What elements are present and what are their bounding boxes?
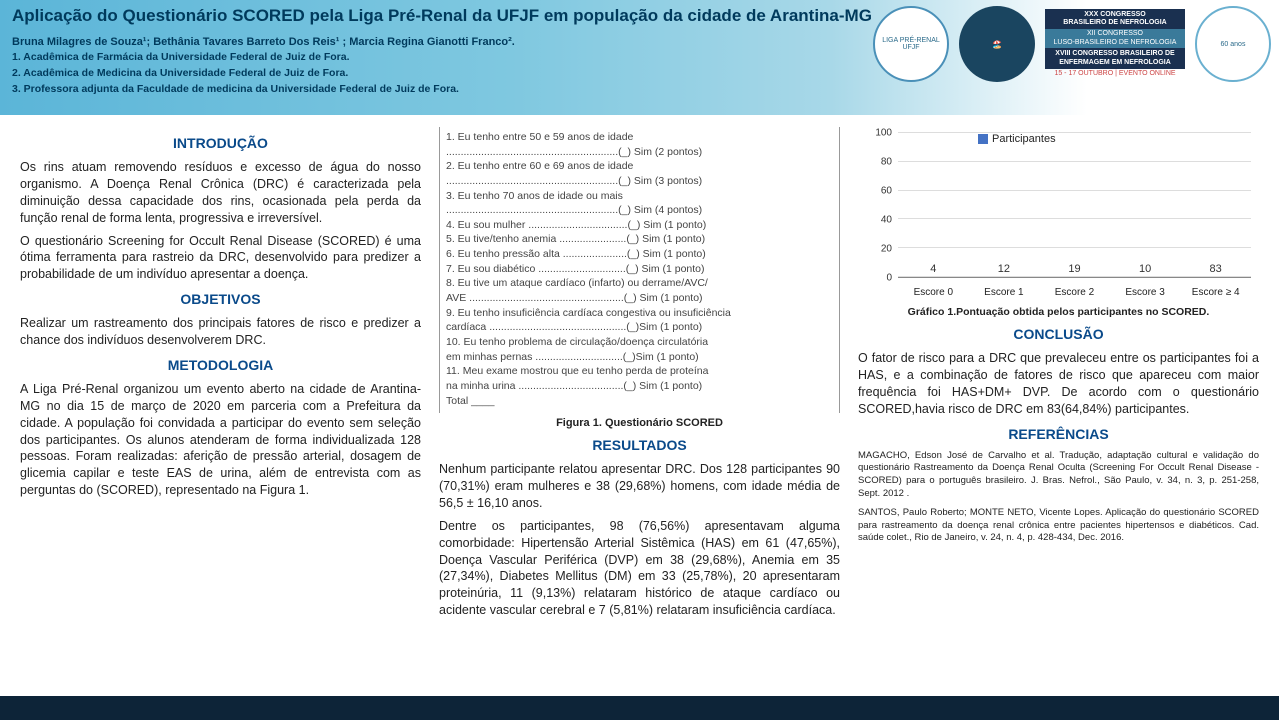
intro-text-1: Os rins atuam removendo resíduos e exces…	[20, 159, 421, 227]
bar-chart: Participantes 020406080100 412191083 Esc…	[858, 127, 1259, 302]
chart-caption: Gráfico 1.Pontuação obtida pelos partici…	[858, 306, 1259, 318]
affiliation-3: 3. Professora adjunta da Faculdade de me…	[12, 82, 1267, 96]
results-heading: RESULTADOS	[439, 437, 840, 453]
content-area: INTRODUÇÃO Os rins atuam removendo resíd…	[0, 115, 1279, 695]
column-2: 1. Eu tenho entre 50 e 59 anos de idade.…	[439, 127, 840, 695]
questionnaire-figure: 1. Eu tenho entre 50 e 59 anos de idade.…	[439, 127, 840, 413]
sbn-logo: 60 anos	[1195, 6, 1271, 82]
liga-logo: LIGA PRÉ-RENAL UFJF	[873, 6, 949, 82]
results-text-1: Nenhum participante relatou apresentar D…	[439, 461, 840, 512]
poster-header: Aplicação do Questionário SCORED pela Li…	[0, 0, 1279, 115]
y-axis: 020406080100	[858, 133, 896, 278]
chart-plot-area: 412191083	[898, 133, 1251, 278]
intro-text-2: O questionário Screening for Occult Rena…	[20, 233, 421, 284]
congress-icon: 🏖️	[959, 6, 1035, 82]
figure-1-caption: Figura 1. Questionário SCORED	[439, 417, 840, 429]
methodology-text: A Liga Pré-Renal organizou um evento abe…	[20, 381, 421, 499]
footer-bar	[0, 696, 1279, 720]
objectives-text: Realizar um rastreamento dos principais …	[20, 315, 421, 349]
intro-heading: INTRODUÇÃO	[20, 135, 421, 151]
congress-text: XXX CONGRESSOBRASILEIRO DE NEFROLOGIA XI…	[1045, 9, 1185, 80]
conclusion-text: O fator de risco para a DRC que prevalec…	[858, 350, 1259, 418]
reference-1: MAGACHO, Edson José de Carvalho et al. T…	[858, 450, 1259, 501]
conclusion-heading: CONCLUSÃO	[858, 326, 1259, 342]
column-1: INTRODUÇÃO Os rins atuam removendo resíd…	[20, 127, 421, 695]
logo-row: LIGA PRÉ-RENAL UFJF 🏖️ XXX CONGRESSOBRAS…	[873, 6, 1271, 82]
references-heading: REFERÊNCIAS	[858, 426, 1259, 442]
column-3: Participantes 020406080100 412191083 Esc…	[858, 127, 1259, 695]
methodology-heading: METODOLOGIA	[20, 357, 421, 373]
results-text-2: Dentre os participantes, 98 (76,56%) apr…	[439, 518, 840, 619]
objectives-heading: OBJETIVOS	[20, 291, 421, 307]
x-axis-labels: Escore 0Escore 1Escore 2Escore 3Escore ≥…	[898, 287, 1251, 298]
reference-2: SANTOS, Paulo Roberto; MONTE NETO, Vicen…	[858, 507, 1259, 545]
